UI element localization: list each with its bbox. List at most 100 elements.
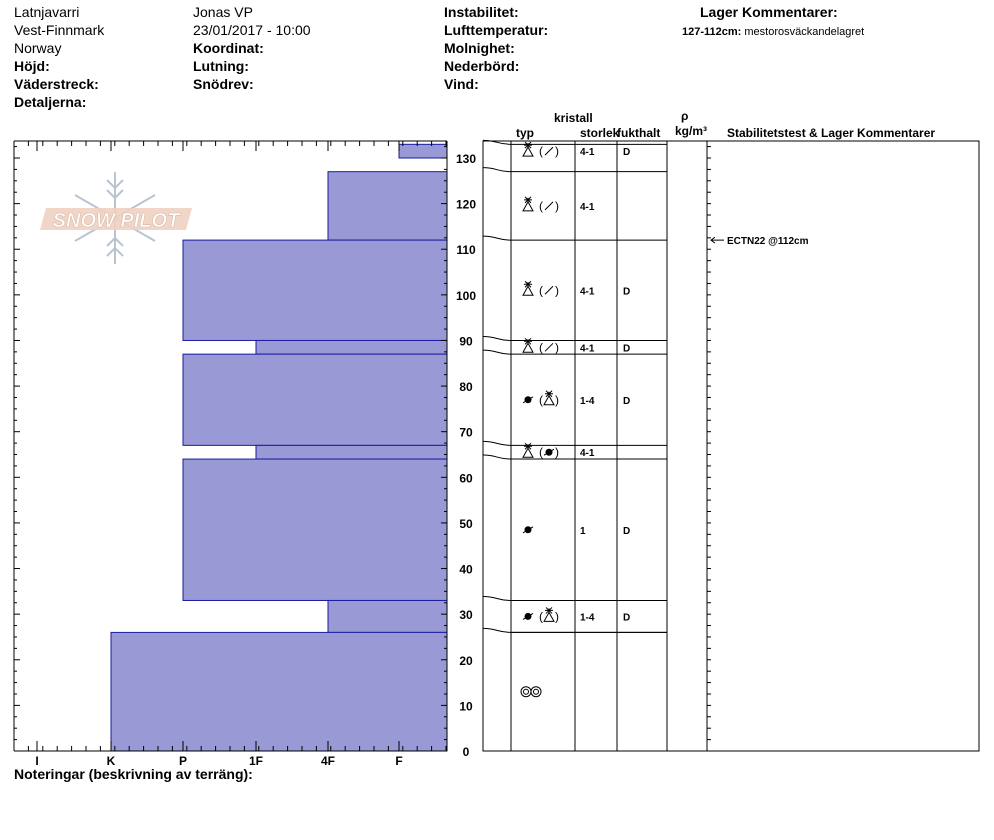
aspect-label: Väderstreck: [14, 76, 99, 92]
paren-close: ) [555, 393, 559, 407]
logo-text: SNOW PILOT [53, 210, 181, 232]
stability-header: Stabilitetstest & Lager Kommentarer [727, 126, 936, 140]
x-tick-label: F [395, 754, 402, 768]
paren-open: ( [539, 340, 543, 354]
hardness-bar [255, 339, 448, 355]
hardness-bar [110, 631, 448, 752]
moisture-header: fukthalt [617, 126, 661, 140]
y-tick-label: 30 [459, 608, 473, 622]
fc-symbol [522, 280, 534, 296]
df-symbol [544, 342, 554, 352]
location-line-1: Latnjavarri [14, 4, 80, 20]
crystal-size-value: 1 [580, 526, 586, 537]
layer-connector [482, 627, 512, 633]
terrain-notes-label: Noteringar (beskrivning av terräng): [14, 766, 253, 782]
crystal-size-value: 1-4 [580, 396, 595, 407]
y-tick-label: 50 [459, 517, 473, 531]
stability-test-text: ECTN22 @112cm [727, 236, 809, 247]
x-tick-label: 4F [321, 754, 335, 768]
mf-symbol [520, 686, 542, 698]
crystal-header: kristall [554, 111, 593, 125]
df-symbol [544, 201, 554, 211]
slope-label: Lutning: [193, 58, 249, 74]
paren-open: ( [539, 199, 543, 213]
hardness-bar [182, 239, 448, 341]
fc-symbol [522, 141, 534, 157]
hardness-bar [327, 171, 448, 241]
layer-connector [482, 167, 512, 173]
density-symbol-header: ρ [681, 109, 689, 123]
moisture-value: D [623, 147, 630, 158]
layer-table-border [482, 140, 980, 752]
stability-arrow-icon [710, 236, 724, 244]
fc-symbol [522, 337, 534, 353]
paren-close: ) [555, 144, 559, 158]
x-tick-label: 1F [249, 754, 263, 768]
details-label: Detaljerna: [14, 94, 87, 110]
fc-symbol [522, 442, 534, 458]
y-tick-label: 120 [456, 198, 476, 212]
size-header: storlek [580, 126, 620, 140]
crystal-size-value: 4-1 [580, 343, 595, 354]
paren-open: ( [539, 609, 543, 623]
crystal-size-value: 4-1 [580, 202, 595, 213]
coordinate-label: Koordinat: [193, 40, 264, 56]
rg-symbol [522, 612, 534, 620]
crystal-size-value: 4-1 [580, 448, 595, 459]
y-tick-label: 10 [459, 699, 473, 713]
y-tick-label: 130 [456, 152, 476, 166]
hardness-bar [327, 599, 448, 633]
y-tick-label: 60 [459, 471, 473, 485]
location-line-2: Vest-Finnmark [14, 22, 105, 38]
density-unit-header: kg/m³ [675, 124, 708, 138]
paren-open: ( [539, 393, 543, 407]
y-tick-label: 0 [463, 745, 470, 759]
instability-label: Instabilitet: [444, 4, 519, 20]
y-tick-label: 20 [459, 654, 473, 668]
crystal-size-value: 1-4 [580, 612, 595, 623]
precipitation-label: Nederbörd: [444, 58, 520, 74]
hardness-bar [398, 143, 448, 159]
layer-comment: 127-112cm: mestorosväckandelagret [682, 23, 864, 41]
layer-connector [482, 440, 512, 446]
y-tick-label: 110 [456, 243, 476, 257]
moisture-value: D [623, 286, 630, 297]
fc-symbol [543, 390, 555, 406]
elevation-label: Höjd: [14, 58, 50, 74]
layer-connector [482, 454, 512, 460]
moisture-value: D [623, 396, 630, 407]
cloud-cover-label: Molnighet: [444, 40, 515, 56]
wind-label: Vind: [444, 76, 479, 92]
hardness-bar [182, 458, 448, 601]
air-temperature-label: Lufttemperatur: [444, 22, 549, 38]
hardness-bar [255, 444, 448, 460]
y-tick-label: 80 [459, 380, 473, 394]
layer-connector [482, 349, 512, 355]
paren-open: ( [539, 144, 543, 158]
moisture-value: D [623, 612, 630, 623]
y-tick-label: 90 [459, 334, 473, 348]
layer-connector [482, 335, 512, 341]
x-tick-label: P [179, 754, 187, 768]
layer-connector [482, 235, 512, 241]
df-symbol [544, 285, 554, 295]
paren-close: ) [555, 283, 559, 297]
rg-symbol [543, 448, 555, 456]
layer-comment-text: mestorosväckandelagret [744, 26, 865, 38]
x-tick-label: K [107, 754, 116, 768]
paren-close: ) [555, 445, 559, 459]
df-symbol [544, 146, 554, 156]
fc-symbol [543, 607, 555, 622]
x-tick-label: I [35, 754, 38, 768]
crystal-size-value: 4-1 [580, 286, 595, 297]
layer-comments-title: Lager Kommentarer: [700, 4, 838, 20]
observation-datetime: 23/01/2017 - 10:00 [193, 22, 311, 38]
paren-open: ( [539, 283, 543, 297]
paren-open: ( [539, 445, 543, 459]
paren-close: ) [555, 340, 559, 354]
rg-symbol [522, 526, 534, 534]
snowdrift-label: Snödrev: [193, 76, 254, 92]
y-tick-label: 70 [459, 426, 473, 440]
layer-connector [482, 595, 512, 601]
